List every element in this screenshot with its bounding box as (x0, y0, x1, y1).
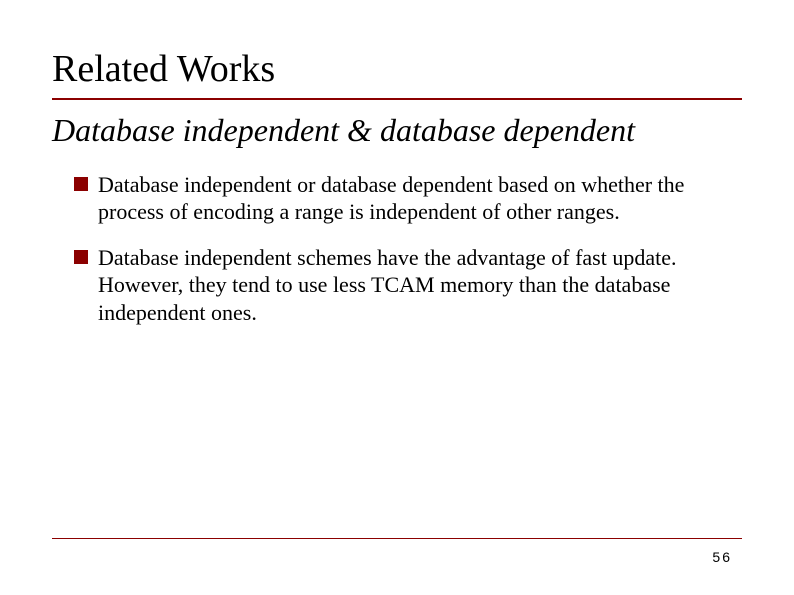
slide-subtitle: Database independent & database dependen… (52, 112, 742, 149)
footer-underline (52, 538, 742, 539)
square-bullet-icon (74, 177, 88, 191)
slide-title: Related Works (52, 48, 742, 92)
bullet-text: Database independent schemes have the ad… (98, 245, 676, 325)
list-item: Database independent or database depende… (74, 171, 742, 226)
list-item: Database independent schemes have the ad… (74, 244, 742, 327)
page-number: 56 (712, 549, 732, 565)
square-bullet-icon (74, 250, 88, 264)
bullet-list: Database independent or database depende… (74, 171, 742, 327)
title-underline (52, 98, 742, 100)
bullet-text: Database independent or database depende… (98, 172, 684, 225)
slide: Related Works Database independent & dat… (0, 0, 794, 595)
